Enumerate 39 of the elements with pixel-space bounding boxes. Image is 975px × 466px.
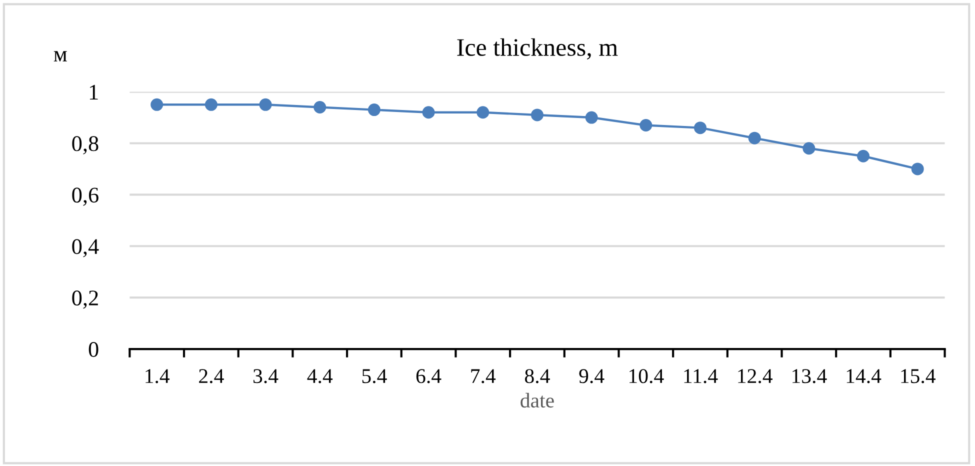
x-tick-label: 2.4 <box>199 369 224 384</box>
x-tick-label: 15.4 <box>901 369 936 384</box>
x-tick-label: 14.4 <box>846 369 882 384</box>
x-tick-label: 7.4 <box>471 369 496 384</box>
y-tick-label: 0,8 <box>72 136 98 154</box>
point <box>585 111 598 124</box>
x-axis-title: date <box>520 392 554 408</box>
x-tick-label: 1.4 <box>146 369 170 384</box>
point <box>857 150 870 162</box>
point <box>748 132 761 144</box>
y-tick-label: 1 <box>90 84 98 100</box>
y-tick-label: 0,2 <box>72 290 98 309</box>
point <box>314 100 326 114</box>
x-tick-label: 4.4 <box>307 369 333 384</box>
x-tick-label: 11.4 <box>684 369 718 384</box>
point <box>422 106 435 119</box>
point <box>259 98 272 111</box>
x-tick-label: 13.4 <box>792 369 827 384</box>
y-tick-label: 0,4 <box>72 239 99 258</box>
point <box>911 162 924 176</box>
point <box>150 98 164 111</box>
x-tick-label: 3.4 <box>254 369 278 384</box>
y-tick-label: 0,6 <box>72 188 98 206</box>
point <box>204 98 218 111</box>
x-tick-label: 9.4 <box>579 369 604 384</box>
x-tick-label: 8.4 <box>525 369 550 384</box>
chart-title: Ice thickness, m <box>457 38 618 60</box>
x-tick-label: 12.4 <box>738 369 772 384</box>
point <box>476 106 490 119</box>
point <box>368 104 380 116</box>
point <box>694 122 706 134</box>
point <box>802 142 816 155</box>
y-axis-title: м <box>54 51 67 62</box>
y-tick-label: 0 <box>88 342 98 357</box>
x-tick-label: 5.4 <box>362 369 387 384</box>
point <box>640 118 652 132</box>
x-tick-label: 6.4 <box>416 369 442 384</box>
point <box>530 108 544 122</box>
x-tick-label: 10.4 <box>630 369 664 384</box>
